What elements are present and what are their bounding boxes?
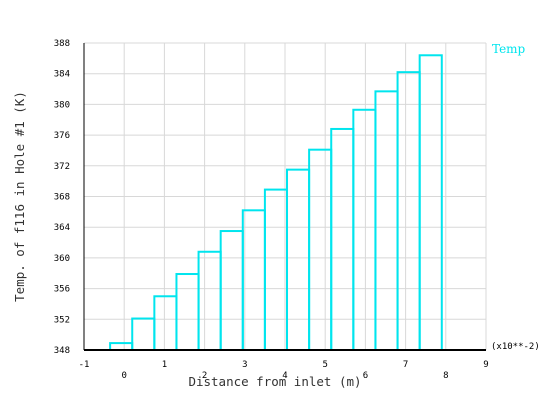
bar-0-1 — [131, 317, 156, 352]
bar-0-14 — [418, 54, 443, 351]
y-tick-label-2: 356 — [54, 285, 70, 295]
bar-0-2 — [153, 295, 178, 351]
x-tick-label-10: 9 — [483, 360, 488, 370]
bar-0-6 — [241, 209, 266, 351]
y-tick-label-8: 380 — [54, 100, 70, 110]
y-tick-label-7: 376 — [54, 131, 70, 141]
y-tick-label-5: 368 — [54, 193, 70, 203]
x-tick-label-6: 5 — [322, 360, 327, 370]
bar-0-10 — [330, 127, 355, 351]
y-axis-label: Temp. of f116 in Hole #1 (K) — [12, 91, 27, 302]
x-axis-multiplier: (x10**-2) — [491, 342, 540, 352]
x-axis-label: Distance from inlet (m) — [188, 374, 361, 389]
bar-0-3 — [175, 273, 200, 351]
x-tick-label-4: 3 — [242, 360, 247, 370]
bar-0-13 — [396, 71, 421, 351]
bar-0-7 — [263, 188, 289, 351]
x-tick-label-2: 1 — [162, 360, 167, 370]
y-tick-label-6: 372 — [54, 162, 70, 172]
bar-0-4 — [197, 250, 222, 351]
x-tick-label-8: 7 — [403, 360, 408, 370]
x-tick-label-0: -1 — [79, 360, 90, 370]
x-tick-labels: -1 0 1 2 3 4 5 6 7 8 9 — [79, 360, 489, 381]
y-tick-label-4: 364 — [54, 223, 70, 233]
y-tick-labels: 348 352 356 360 364 368 372 376 380 384 388 — [54, 39, 70, 356]
bar-0-0 — [109, 342, 134, 351]
y-tick-label-0: 348 — [54, 346, 70, 356]
x-tick-label-5: 4 — [282, 371, 287, 381]
y-tick-label-3: 360 — [54, 254, 70, 264]
bar-0-9 — [308, 148, 333, 351]
x-tick-label-9: 8 — [443, 371, 448, 381]
bar-0-11 — [352, 108, 377, 351]
x-tick-label-7: 6 — [363, 371, 368, 381]
y-tick-label-9: 384 — [54, 70, 70, 80]
x-tick-label-1: 0 — [121, 371, 126, 381]
y-tick-label-1: 352 — [54, 315, 70, 325]
grid — [83, 42, 487, 351]
y-tick-label-10: 388 — [54, 39, 70, 49]
legend-entry-temp: Temp — [492, 42, 526, 56]
x-tick-label-3: 2 — [202, 371, 207, 381]
bar-0-5 — [219, 230, 244, 352]
bars — [109, 54, 443, 352]
bar-0-12 — [374, 90, 399, 351]
